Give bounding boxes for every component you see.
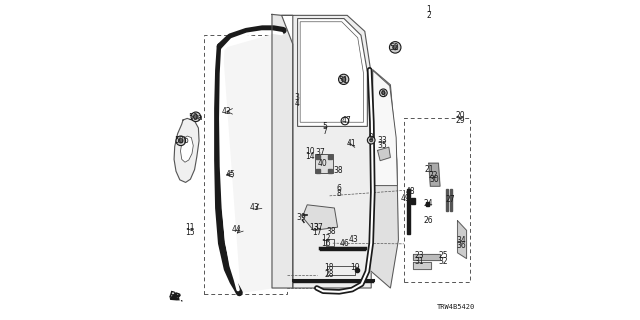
Text: 13: 13 <box>308 223 319 232</box>
Polygon shape <box>282 15 371 288</box>
Text: TRW4B5420: TRW4B5420 <box>437 304 475 310</box>
Text: 25: 25 <box>438 252 449 260</box>
Text: 19: 19 <box>350 263 360 272</box>
Circle shape <box>389 42 401 53</box>
Text: 24: 24 <box>424 199 434 208</box>
Polygon shape <box>413 254 440 260</box>
Text: 9: 9 <box>369 133 374 142</box>
Polygon shape <box>378 147 390 161</box>
Text: 1: 1 <box>426 5 431 14</box>
Text: 15: 15 <box>186 228 195 237</box>
Text: 36: 36 <box>456 241 466 250</box>
Circle shape <box>367 136 375 144</box>
Text: 46: 46 <box>339 239 349 248</box>
Polygon shape <box>407 189 410 234</box>
Text: 50a: 50a <box>189 113 203 122</box>
Text: 50b: 50b <box>175 136 189 145</box>
Text: 12: 12 <box>322 234 331 243</box>
Circle shape <box>176 136 186 146</box>
Text: 48: 48 <box>405 187 415 196</box>
Text: 29: 29 <box>455 116 465 125</box>
Text: 33: 33 <box>378 136 387 145</box>
Polygon shape <box>223 31 283 293</box>
Text: 11: 11 <box>186 223 195 232</box>
Text: 3: 3 <box>294 93 300 102</box>
Polygon shape <box>174 118 199 182</box>
Text: 28: 28 <box>324 270 333 279</box>
Circle shape <box>381 91 385 94</box>
Text: 51: 51 <box>338 76 348 84</box>
Circle shape <box>339 74 349 84</box>
Text: 41: 41 <box>346 139 356 148</box>
Circle shape <box>179 139 183 143</box>
Text: FR.: FR. <box>166 290 184 304</box>
Circle shape <box>393 45 398 50</box>
Text: 9: 9 <box>381 90 386 99</box>
Text: 45: 45 <box>225 170 236 179</box>
Polygon shape <box>315 154 333 173</box>
Text: 49: 49 <box>401 194 411 203</box>
Polygon shape <box>458 221 467 259</box>
Polygon shape <box>302 205 338 230</box>
Text: 10: 10 <box>305 147 315 156</box>
Text: 17: 17 <box>312 228 322 237</box>
Text: 37: 37 <box>313 223 323 232</box>
Text: 21: 21 <box>424 165 433 174</box>
Text: 35: 35 <box>378 141 387 150</box>
Polygon shape <box>372 70 397 186</box>
Circle shape <box>342 77 346 82</box>
Text: 20: 20 <box>455 111 465 120</box>
Text: 8: 8 <box>337 189 342 198</box>
Text: 4: 4 <box>294 99 300 108</box>
Text: 42: 42 <box>221 107 232 116</box>
Text: 32: 32 <box>438 257 449 266</box>
Text: 2: 2 <box>426 11 431 20</box>
Text: 5: 5 <box>323 122 328 131</box>
Text: 43: 43 <box>348 235 358 244</box>
Text: 34: 34 <box>456 236 466 245</box>
Bar <box>404 118 470 282</box>
Text: 26: 26 <box>424 216 434 225</box>
Text: 43: 43 <box>250 203 260 212</box>
Polygon shape <box>412 198 415 204</box>
Circle shape <box>193 115 198 119</box>
Polygon shape <box>426 202 429 206</box>
Text: 44: 44 <box>232 225 242 234</box>
Text: 38: 38 <box>333 166 344 175</box>
Polygon shape <box>180 136 193 162</box>
Polygon shape <box>445 189 448 211</box>
Polygon shape <box>298 19 367 126</box>
Text: 31: 31 <box>414 257 424 266</box>
Polygon shape <box>450 189 452 211</box>
Circle shape <box>191 112 201 122</box>
Text: 39: 39 <box>296 213 307 222</box>
Polygon shape <box>272 14 292 288</box>
Text: 37: 37 <box>316 148 326 157</box>
Circle shape <box>380 89 387 97</box>
Text: 22: 22 <box>429 171 438 180</box>
Text: 30: 30 <box>429 175 440 184</box>
Circle shape <box>370 139 373 142</box>
Text: 40: 40 <box>317 159 328 168</box>
Text: 16: 16 <box>321 239 332 248</box>
Text: 18: 18 <box>324 263 333 272</box>
Text: 27: 27 <box>445 195 456 204</box>
Text: 38: 38 <box>326 228 337 236</box>
Polygon shape <box>429 163 440 186</box>
Text: 52: 52 <box>389 43 399 52</box>
Text: 14: 14 <box>305 152 315 161</box>
Text: 23: 23 <box>414 252 424 260</box>
Polygon shape <box>413 262 431 269</box>
Text: 7: 7 <box>323 127 328 136</box>
Text: 6: 6 <box>337 184 342 193</box>
Text: 47: 47 <box>341 116 351 125</box>
Polygon shape <box>371 70 398 288</box>
